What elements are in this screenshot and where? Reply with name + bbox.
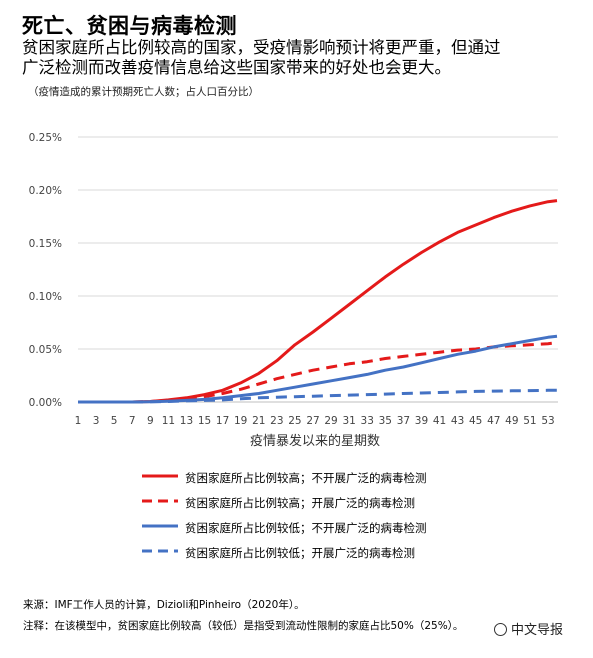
x-tick-label: 9 [147, 415, 154, 427]
unit-note: （疫情造成的累计预期死亡人数；占人口百分比） [28, 86, 259, 98]
y-tick-label: 0.25% [29, 132, 62, 144]
series-line-4 [78, 388, 557, 404]
x-tick-label: 41 [433, 415, 446, 427]
x-tick-label: 15 [198, 415, 211, 427]
watermark-text: 中文导报 [511, 623, 564, 638]
x-tick-label: 31 [342, 415, 355, 427]
x-tick-label: 33 [361, 415, 374, 427]
x-tick-label: 37 [397, 415, 410, 427]
x-tick-label: 23 [270, 415, 283, 427]
grid-lines [78, 136, 558, 403]
wechat-icon [494, 623, 507, 636]
x-tick-label: 19 [234, 415, 247, 427]
subtitle-line-1: 贫困家庭所占比例较高的国家，受疫情影响预计将更严重，但通过 [22, 38, 501, 57]
subtitle-line-2: 广泛检测而改善疫情信息给这些国家带来的好处也会更大。 [22, 58, 451, 77]
series-line-1 [78, 199, 558, 404]
x-tick-label: 43 [451, 415, 464, 427]
x-axis-label: 疫情暴发以来的星期数 [250, 433, 380, 449]
x-tick-label: 49 [505, 415, 518, 427]
footnote: 注释：在该模型中，贫困家庭比例较高（较低）是指受到流动性限制的家庭占比50%（2… [23, 620, 464, 632]
x-tick-label: 25 [288, 415, 301, 427]
x-tick-label: 45 [469, 415, 482, 427]
source-note: 来源：IMF工作人员的计算，Dizioli和Pinheiro（2020年）。 [23, 599, 305, 611]
x-tick-label: 7 [129, 415, 136, 427]
x-tick-label: 39 [415, 415, 428, 427]
y-tick-label: 0.10% [29, 291, 62, 303]
x-tick-label: 3 [93, 415, 100, 427]
legend-swatch [142, 549, 178, 553]
legend-swatch [142, 474, 178, 478]
y-tick-label: 0.00% [29, 397, 62, 409]
page-title: 死亡、贫困与病毒检测 [22, 14, 237, 38]
x-tick-label: 51 [523, 415, 536, 427]
series-line-2 [78, 341, 558, 404]
x-tick-label: 53 [541, 415, 554, 427]
y-tick-label: 0.20% [29, 185, 62, 197]
legend-label: 贫困家庭所占比例较低；不开展广泛的病毒检测 [185, 521, 427, 535]
y-tick-label: 0.05% [29, 344, 62, 356]
x-tick-label: 11 [162, 415, 175, 427]
watermark: 中文导报 [494, 619, 563, 638]
x-tick-label: 35 [379, 415, 392, 427]
legend-label: 贫困家庭所占比例较高；不开展广泛的病毒检测 [185, 471, 427, 485]
x-tick-label: 27 [306, 415, 319, 427]
legend-swatch [142, 524, 178, 528]
y-tick-labels: 0.00% 0.05% 0.10% 0.15% 0.20% 0.25% [29, 132, 62, 409]
x-tick-label: 5 [111, 415, 118, 427]
x-tick-label: 29 [324, 415, 337, 427]
x-tick-label: 21 [252, 415, 265, 427]
legend-swatch [142, 499, 178, 503]
x-tick-labels: 1 3 5 7 9 11 13 15 17 19 21 23 25 27 29 31 33 35 37 39 41 43 4… [75, 415, 555, 427]
series-lines [78, 199, 558, 404]
x-tick-label: 1 [75, 415, 82, 427]
x-tick-label: 47 [487, 415, 500, 427]
x-tick-label: 13 [180, 415, 193, 427]
x-tick-label: 17 [216, 415, 229, 427]
legend-label: 贫困家庭所占比例较高；开展广泛的病毒检测 [185, 496, 415, 510]
y-tick-label: 0.15% [29, 238, 62, 250]
legend-label: 贫困家庭所占比例较低；开展广泛的病毒检测 [185, 546, 415, 560]
line-chart: 0.00%0.05%0.10%0.15%0.20%0.25% 1 3 5 7 9 11 13… [29, 132, 558, 449]
